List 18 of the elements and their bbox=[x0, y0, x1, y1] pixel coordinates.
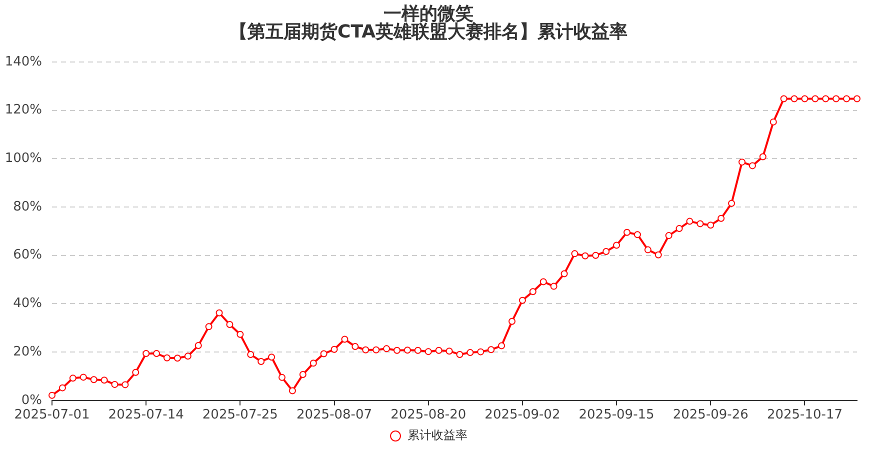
x-tick-label: 2025-08-20 bbox=[390, 408, 466, 423]
x-tick-label: 2025-09-02 bbox=[484, 408, 560, 423]
y-tick-label: 20% bbox=[13, 344, 42, 360]
x-tick-label: 2025-09-15 bbox=[578, 408, 654, 423]
y-tick-label: 40% bbox=[13, 296, 42, 312]
legend-label: 累计收益率 bbox=[408, 428, 468, 442]
y-tick-label: 140% bbox=[4, 54, 42, 70]
y-tick-label: 80% bbox=[13, 199, 42, 214]
x-tick-label: 2025-10-17 bbox=[766, 408, 843, 423]
x-tick-label: 2025-07-25 bbox=[202, 408, 278, 423]
y-tick-label: 100% bbox=[4, 151, 42, 166]
x-tick-label: 2025-07-01 bbox=[14, 408, 90, 423]
y-tick-label: 0% bbox=[21, 392, 42, 408]
y-tick-label: 60% bbox=[13, 248, 42, 263]
x-tick-label: 2025-08-07 bbox=[296, 408, 372, 423]
x-tick-label: 2025-07-14 bbox=[108, 408, 184, 423]
y-tick-label: 120% bbox=[4, 102, 42, 118]
x-tick-label: 2025-09-26 bbox=[672, 408, 748, 423]
